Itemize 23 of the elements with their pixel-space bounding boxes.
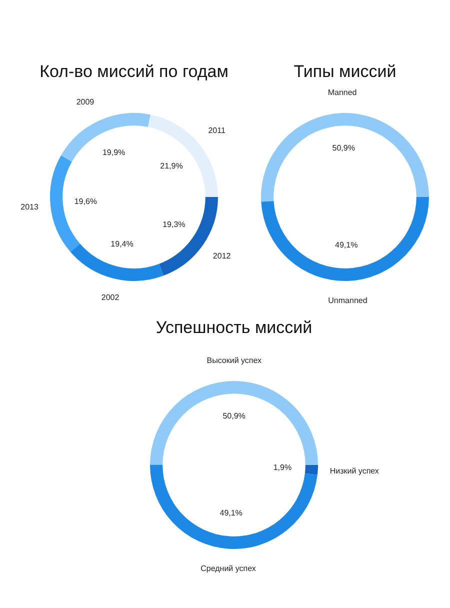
slice-label: Unmanned bbox=[328, 296, 368, 306]
slice-label: 2012 bbox=[212, 251, 232, 260]
data-label: 19,9% bbox=[102, 148, 126, 158]
data-label: 49,1% bbox=[220, 508, 242, 518]
slice-label: 2011 bbox=[208, 126, 226, 136]
slice-label: 2013 bbox=[20, 202, 40, 212]
slice-label: Средний успех bbox=[200, 564, 256, 574]
data-label: 50,9% bbox=[332, 144, 355, 153]
chart-title: Кол-во миссий по годам bbox=[38, 62, 230, 82]
data-label: 19,4% bbox=[110, 239, 134, 248]
data-label: 19,6% bbox=[74, 196, 98, 206]
slice-label: Manned bbox=[328, 88, 357, 98]
slice-label: 2009 bbox=[76, 98, 95, 107]
slice-label: Высокий успех bbox=[206, 356, 262, 366]
data-label: 49,1% bbox=[335, 240, 358, 250]
chart-title: Успешность миссий bbox=[154, 318, 314, 338]
data-label: 19,3% bbox=[162, 220, 186, 229]
slice-label: Низкий успех bbox=[330, 466, 379, 476]
chart-title: Типы миссий bbox=[294, 62, 396, 81]
slice-label: 2002 bbox=[101, 292, 120, 302]
data-label: 50,9% bbox=[222, 412, 246, 421]
data-label: 1,9% bbox=[273, 463, 292, 472]
data-label: 21,9% bbox=[160, 161, 183, 170]
